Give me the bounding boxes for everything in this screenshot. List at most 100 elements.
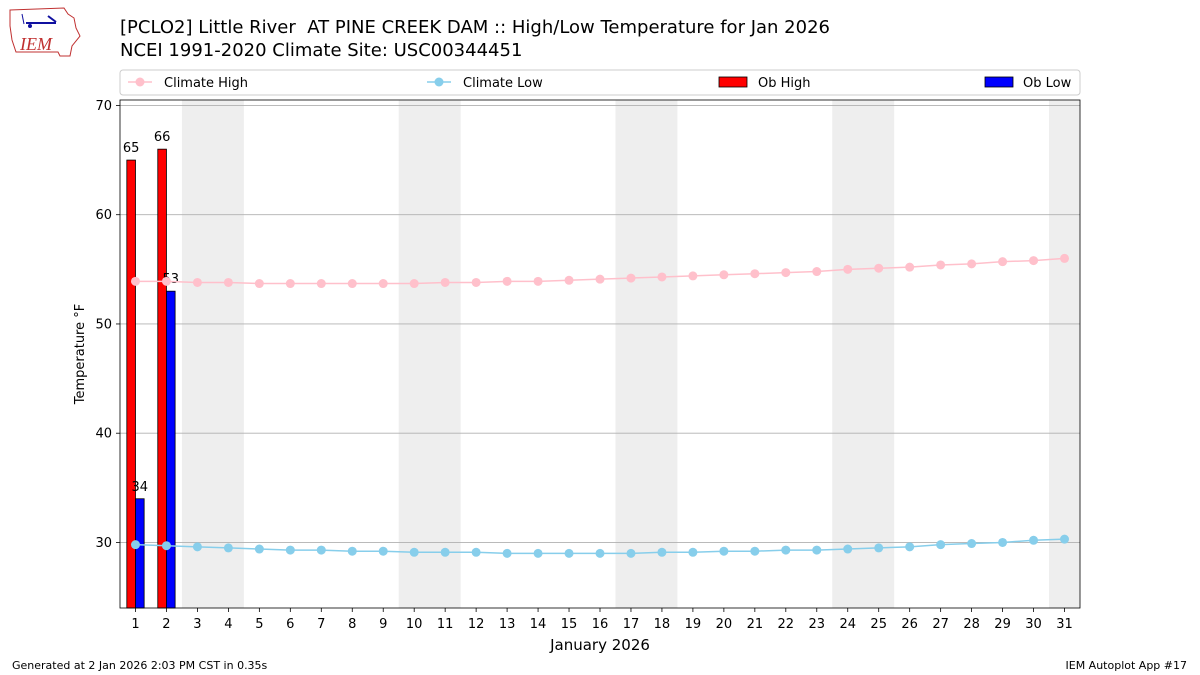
ob-low-bar bbox=[166, 290, 176, 609]
y-axis-label: Temperature °F bbox=[73, 304, 88, 405]
chart-title: [PCLO2] Little River AT PINE CREEK DAM :… bbox=[120, 17, 830, 38]
climate-high-point bbox=[967, 259, 977, 269]
ob-high-label: 66 bbox=[154, 130, 171, 145]
legend-ob-high-label: Ob High bbox=[758, 76, 811, 91]
climate-low-point bbox=[316, 545, 326, 555]
iem-logo: IEM bbox=[8, 6, 82, 60]
y-tick-label: 50 bbox=[95, 317, 112, 332]
climate-low-point bbox=[595, 548, 605, 558]
x-tick-label: 8 bbox=[348, 617, 356, 632]
x-tick-label: 12 bbox=[468, 617, 485, 632]
climate-high-point bbox=[998, 257, 1008, 267]
climate-low-point bbox=[812, 545, 822, 555]
climate-high-point bbox=[502, 276, 512, 286]
legend-climate-low-marker bbox=[434, 77, 444, 87]
climate-low-point bbox=[750, 546, 760, 556]
x-tick-label: 14 bbox=[530, 617, 547, 632]
x-tick-label: 7 bbox=[317, 617, 325, 632]
x-tick-label: 31 bbox=[1056, 617, 1073, 632]
x-tick-label: 28 bbox=[963, 617, 980, 632]
climate-low-point bbox=[967, 539, 977, 549]
climate-high-point bbox=[316, 279, 326, 289]
climate-high-point bbox=[781, 268, 791, 278]
climate-high-point bbox=[688, 271, 698, 281]
ob-low-bar bbox=[135, 498, 145, 609]
x-tick-label: 15 bbox=[561, 617, 578, 632]
x-tick-label: 30 bbox=[1025, 617, 1042, 632]
x-tick-label: 24 bbox=[839, 617, 856, 632]
climate-high-point bbox=[471, 277, 481, 287]
chart-subtitle: NCEI 1991-2020 Climate Site: USC00344451 bbox=[120, 40, 523, 61]
footer-generated: Generated at 2 Jan 2026 2:03 PM CST in 0… bbox=[12, 659, 268, 672]
climate-high-point bbox=[812, 267, 822, 277]
x-tick-label: 25 bbox=[870, 617, 887, 632]
climate-low-point bbox=[130, 540, 140, 550]
x-tick-label: 20 bbox=[716, 617, 733, 632]
y-tick-label: 70 bbox=[95, 99, 112, 114]
climate-low-point bbox=[781, 545, 791, 555]
weekend-shade bbox=[832, 100, 895, 608]
plot-frame bbox=[119, 99, 1081, 609]
climate-low-point bbox=[223, 543, 233, 553]
legend-ob-low-label: Ob Low bbox=[1023, 76, 1072, 91]
climate-low-point bbox=[533, 548, 543, 558]
climate-low-point bbox=[874, 543, 884, 553]
legend-box bbox=[119, 69, 1081, 96]
climate-low-point bbox=[657, 547, 667, 557]
x-tick-label: 23 bbox=[809, 617, 826, 632]
x-axis-label: January 2026 bbox=[549, 636, 650, 654]
climate-high-point bbox=[626, 273, 636, 283]
climate-low-point bbox=[843, 544, 853, 554]
x-tick-label: 13 bbox=[499, 617, 516, 632]
climate-high-point bbox=[347, 279, 357, 289]
y-tick-label: 60 bbox=[95, 208, 112, 223]
legend-ob-low-swatch bbox=[984, 76, 1014, 88]
climate-high-point bbox=[905, 262, 915, 272]
climate-high-point bbox=[750, 269, 760, 279]
climate-low-point bbox=[905, 542, 915, 552]
climate-high-point bbox=[161, 276, 171, 286]
climate-low-point bbox=[192, 542, 202, 552]
climate-high-point bbox=[254, 279, 264, 289]
climate-low-point bbox=[564, 548, 574, 558]
y-tick-label: 40 bbox=[95, 427, 112, 442]
x-tick-label: 10 bbox=[406, 617, 423, 632]
climate-high-point bbox=[378, 279, 388, 289]
climate-low-point bbox=[998, 537, 1008, 547]
climate-low-point bbox=[1029, 535, 1039, 545]
ob-high-label: 65 bbox=[123, 141, 140, 156]
x-tick-label: 17 bbox=[623, 617, 640, 632]
climate-high-point bbox=[285, 279, 295, 289]
climate-high-point bbox=[595, 274, 605, 284]
x-tick-label: 16 bbox=[592, 617, 609, 632]
footer-app: IEM Autoplot App #17 bbox=[1065, 659, 1188, 672]
climate-high-point bbox=[843, 264, 853, 274]
climate-low-point bbox=[471, 547, 481, 557]
x-tick-label: 21 bbox=[747, 617, 764, 632]
y-tick-label: 30 bbox=[95, 536, 112, 551]
climate-high-point bbox=[564, 275, 574, 285]
climate-low-point bbox=[719, 546, 729, 556]
climate-low-point bbox=[347, 546, 357, 556]
x-tick-label: 26 bbox=[901, 617, 918, 632]
climate-high-point bbox=[1029, 256, 1039, 266]
weekend-shade bbox=[181, 100, 244, 608]
climate-high-point bbox=[657, 272, 667, 282]
climate-high-point bbox=[874, 263, 884, 273]
x-tick-label: 5 bbox=[255, 617, 263, 632]
weekend-shade bbox=[615, 100, 678, 608]
climate-low-point bbox=[1060, 534, 1070, 544]
weekend-shade bbox=[1049, 100, 1080, 608]
weekend-shade bbox=[398, 100, 461, 608]
x-tick-label: 22 bbox=[778, 617, 795, 632]
climate-low-point bbox=[285, 545, 295, 555]
x-tick-label: 9 bbox=[379, 617, 387, 632]
x-tick-label: 4 bbox=[224, 617, 232, 632]
x-tick-label: 19 bbox=[685, 617, 702, 632]
x-tick-label: 29 bbox=[994, 617, 1011, 632]
ob-high-bar bbox=[157, 148, 167, 609]
legend-climate-high-marker bbox=[135, 77, 145, 87]
climate-low-point bbox=[409, 547, 419, 557]
ob-low-label: 34 bbox=[132, 480, 149, 495]
